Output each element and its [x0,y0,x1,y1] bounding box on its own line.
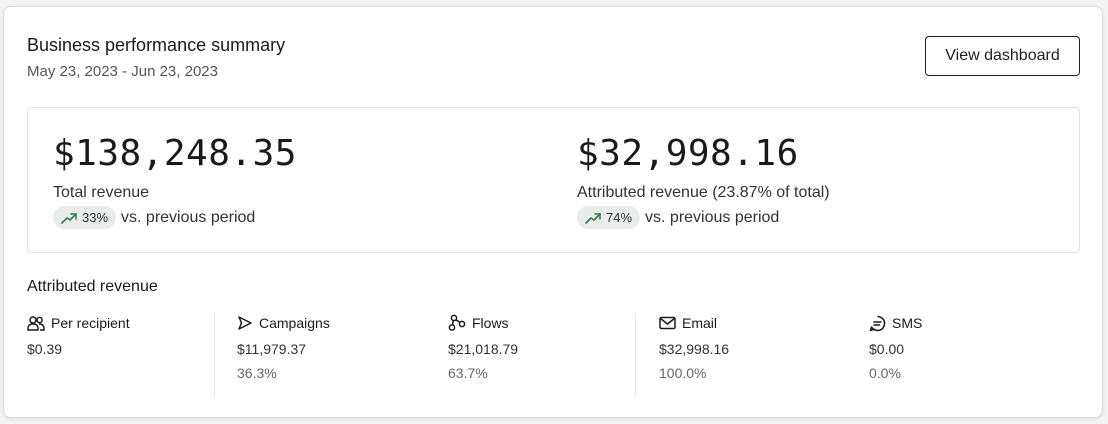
change-badge: 74% [577,206,641,229]
column-percent: 36.3% [237,365,277,381]
change-value: 74% [606,210,633,225]
column-value: $21,018.79 [448,341,519,357]
attributed-revenue-section-title: Attributed revenue [27,278,158,295]
per-recipient-column: Per recipient $0.39 [27,313,130,397]
revenue-summary-box: $138,248.35 Total revenue 33% vs. previo… [27,107,1080,253]
column-label: Flows [472,315,509,331]
column-divider [214,313,215,397]
change-value: 33% [82,210,109,225]
campaigns-column: Campaigns $11,979.37 36.3% [237,313,330,397]
column-label: Email [682,315,718,331]
comparison-label: vs. previous period [121,208,256,226]
comparison-label: vs. previous period [645,208,780,226]
attributed-revenue-label: Attributed revenue (23.87% of total) [577,184,830,201]
send-icon [238,316,252,330]
total-revenue-label: Total revenue [53,184,150,201]
column-percent: 0.0% [869,365,901,381]
flows-icon [448,314,466,331]
column-label: Campaigns [259,315,330,331]
attributed-revenue-trend: 74% vs. previous period [577,206,830,229]
column-value: $0.39 [27,341,63,357]
performance-summary-card: Business performance summary May 23, 202… [3,6,1103,418]
email-column: Email $32,998.16 100.0% [659,313,729,397]
users-icon [27,316,45,331]
sms-column: SMS $0.00 0.0% [869,313,922,397]
card-title: Business performance summary [27,35,286,55]
change-badge: 33% [53,206,117,229]
flows-column: Flows $21,018.79 63.7% [448,313,518,397]
column-divider [635,313,636,397]
total-revenue-trend: 33% vs. previous period [53,206,297,229]
attributed-revenue-breakdown: Per recipient $0.39 Campaigns $11,979.37… [27,313,1080,397]
column-label: Per recipient [51,315,130,331]
column-value: $11,979.37 [237,341,307,357]
sms-icon [869,315,886,331]
column-label: SMS [892,315,923,331]
column-percent: 100.0% [659,365,707,381]
trending-up-icon [61,212,77,224]
total-revenue-value: $138,248.35 [53,133,297,174]
date-range: May 23, 2023 - Jun 23, 2023 [27,63,218,80]
view-dashboard-button[interactable]: View dashboard [925,36,1080,76]
column-value: $0.00 [869,341,905,357]
attributed-revenue-value: $32,998.16 [577,133,799,174]
email-icon [659,316,676,330]
trending-up-icon [585,212,601,224]
total-revenue-metric: $138,248.35 Total revenue 33% vs. previo… [53,132,297,229]
column-percent: 63.7% [448,365,488,381]
attributed-revenue-metric: $32,998.16 Attributed revenue (23.87% of… [577,132,830,229]
column-value: $32,998.16 [659,341,730,357]
